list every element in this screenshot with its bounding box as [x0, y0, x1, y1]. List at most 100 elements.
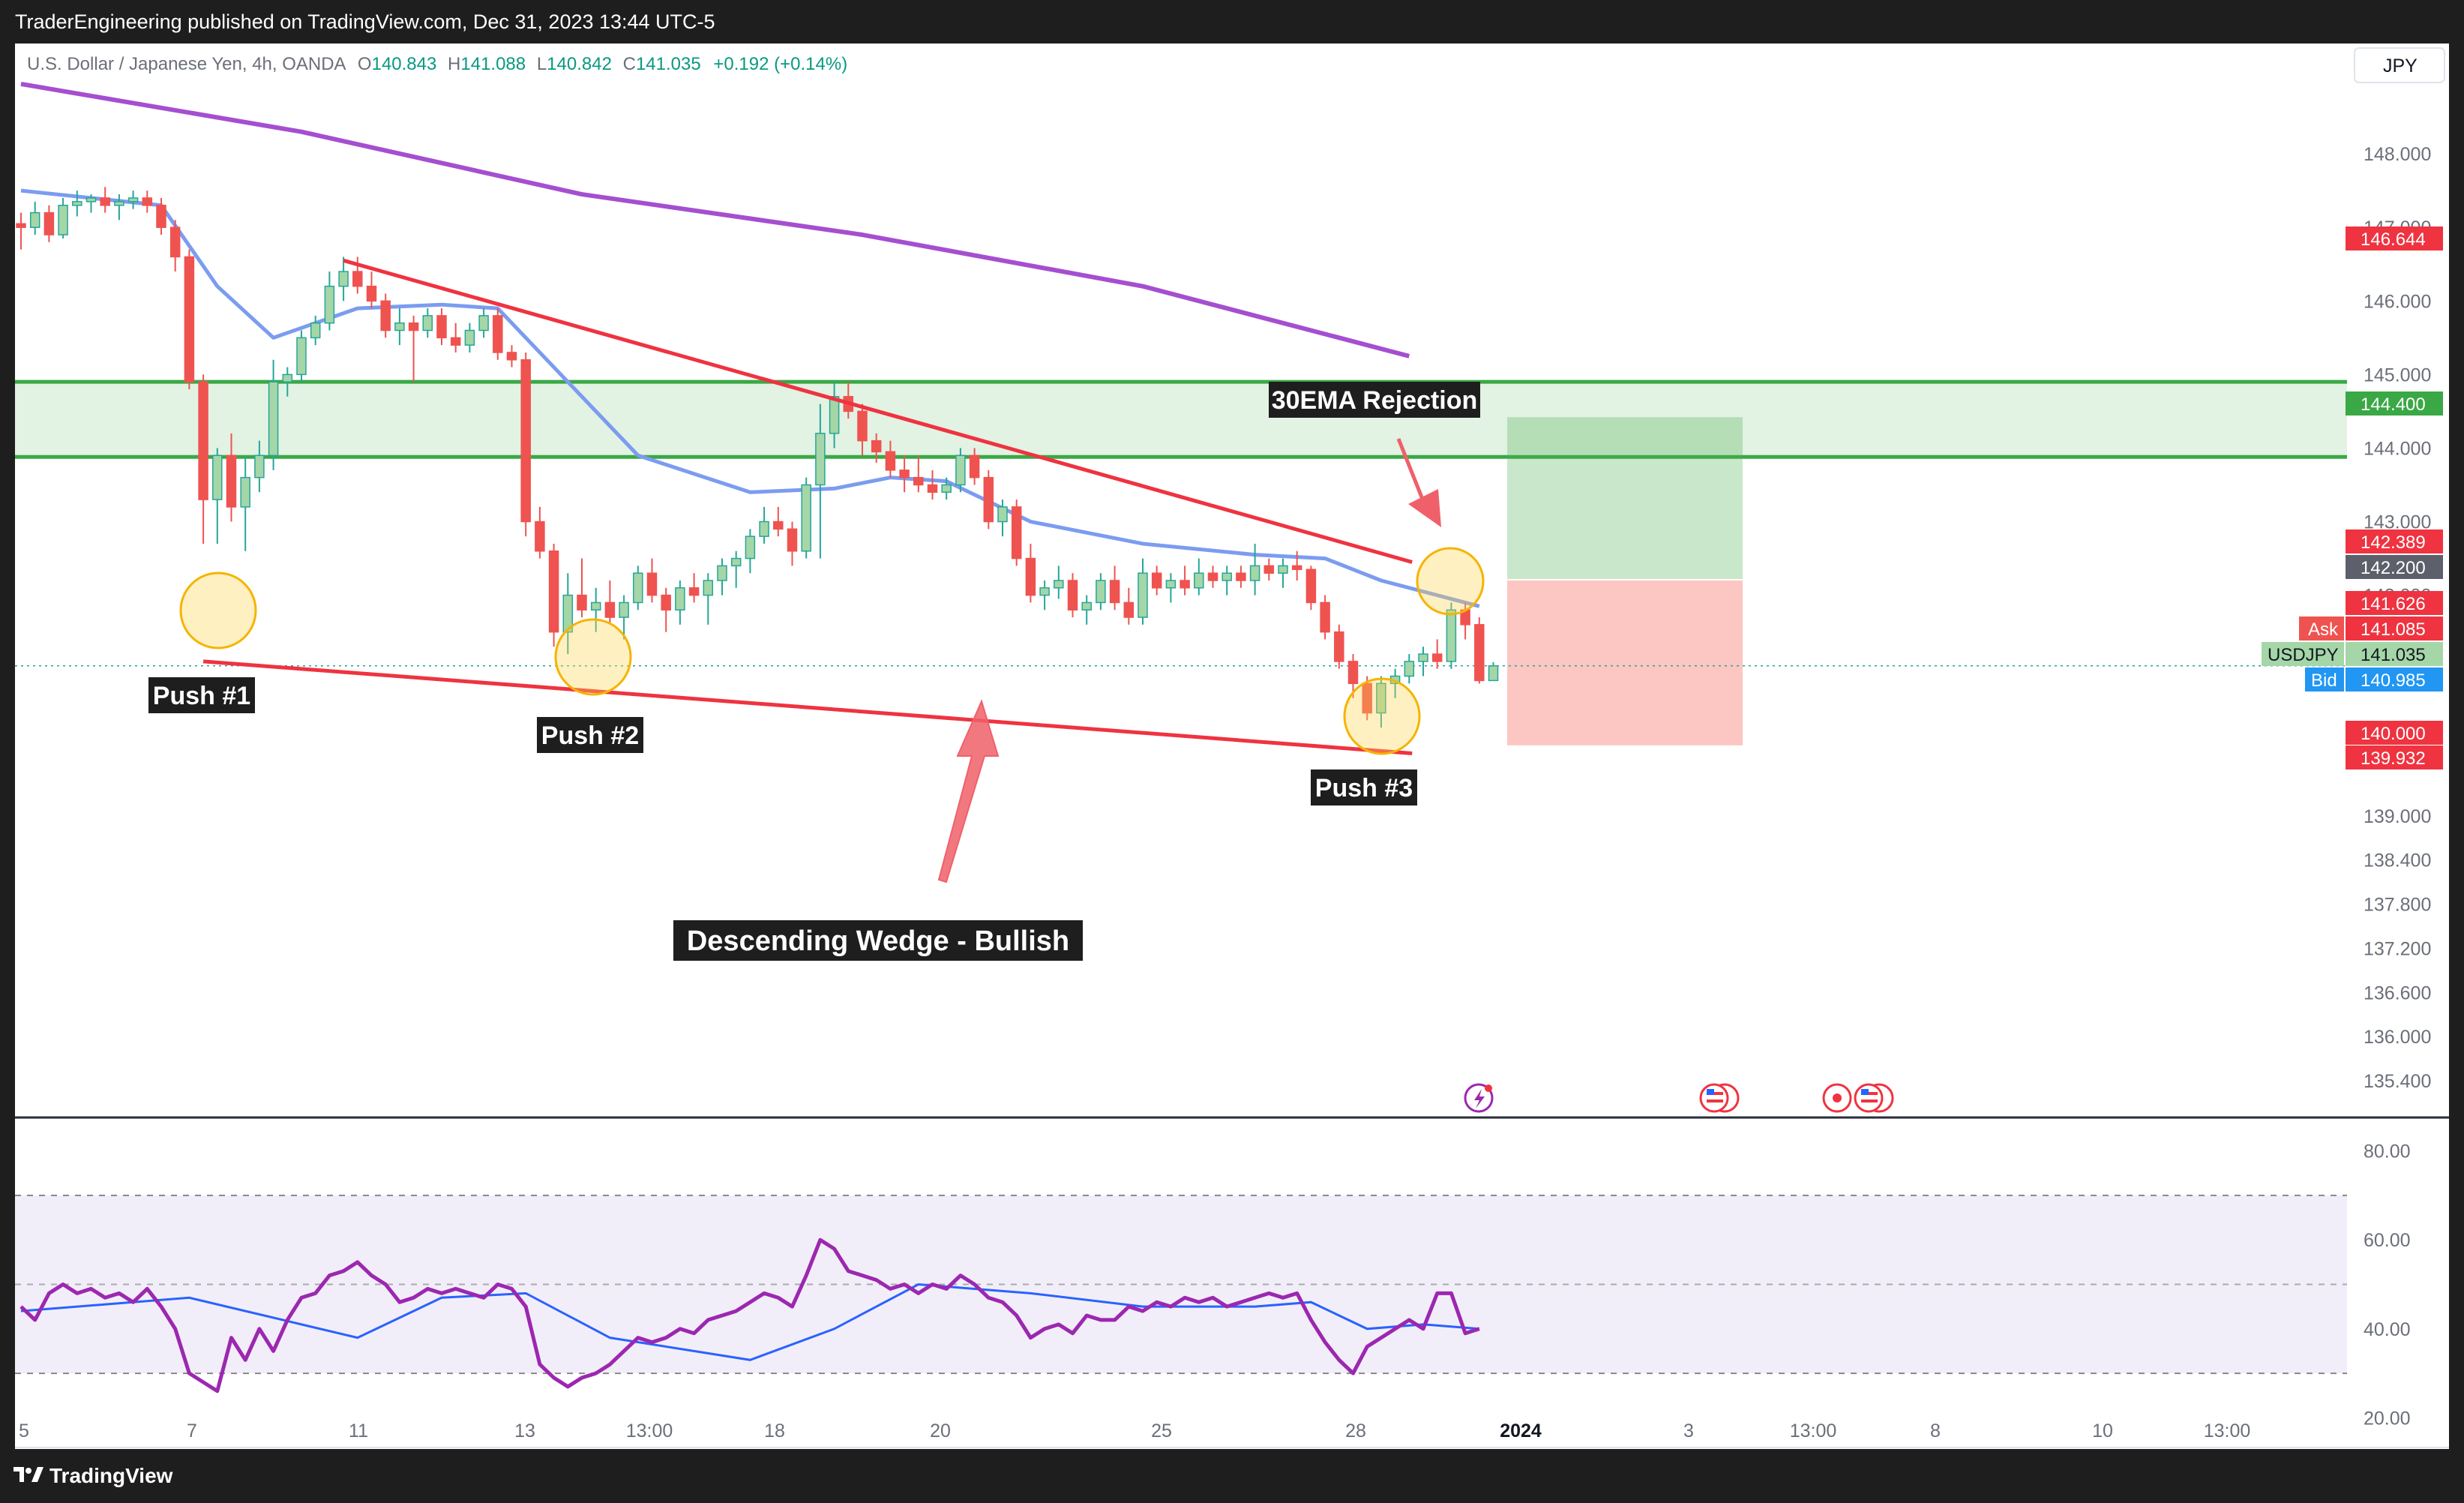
push1-circle[interactable] — [179, 572, 257, 650]
candle[interactable] — [240, 455, 250, 551]
candle[interactable] — [941, 477, 952, 500]
candle[interactable] — [857, 404, 868, 456]
candle[interactable] — [1278, 558, 1288, 588]
candle[interactable] — [577, 558, 587, 618]
rsi-tick[interactable]: 80.00 — [2364, 1142, 2411, 1162]
candle[interactable] — [1194, 558, 1204, 596]
time-tick[interactable]: 13 — [514, 1420, 535, 1442]
candle[interactable] — [927, 470, 938, 500]
time-axis[interactable]: 5 7 11 13 13:00 18 20 25 28 2024 3 13:00 8 10 13:00 — [19, 1420, 2250, 1442]
time-tick[interactable]: 25 — [1151, 1420, 1172, 1442]
candle[interactable] — [688, 573, 700, 603]
bid-badge[interactable]: Bid 140.985 — [2305, 668, 2443, 692]
candle[interactable] — [1291, 550, 1302, 580]
price-tick[interactable]: 136.000 — [2364, 1027, 2431, 1048]
time-tick[interactable]: 20 — [930, 1420, 951, 1442]
target-badge[interactable]: 144.400 — [2346, 392, 2443, 416]
candle[interactable] — [1222, 566, 1232, 596]
candle[interactable] — [703, 573, 714, 625]
candle[interactable] — [1446, 602, 1457, 669]
candle[interactable] — [1334, 624, 1344, 669]
ema200-path[interactable] — [20, 81, 1410, 358]
candle[interactable] — [787, 521, 798, 566]
candle[interactable] — [184, 249, 195, 389]
time-tick[interactable]: 11 — [349, 1420, 368, 1442]
push2-circle[interactable] — [554, 618, 632, 696]
profit-zone[interactable] — [1507, 417, 1743, 579]
candle[interactable] — [1067, 573, 1078, 618]
time-tick[interactable]: 7 — [187, 1420, 197, 1442]
time-tick[interactable]: 13:00 — [2204, 1420, 2251, 1442]
candle[interactable] — [1236, 566, 1246, 588]
candle[interactable] — [1180, 566, 1190, 596]
candle[interactable] — [58, 197, 68, 238]
last-price-badge[interactable]: USDJPY 141.035 — [2262, 642, 2443, 666]
candle[interactable] — [464, 322, 475, 352]
push2-label[interactable]: Push #2 — [537, 717, 643, 753]
candle[interactable] — [408, 315, 419, 382]
candle[interactable] — [745, 529, 756, 574]
price-tick[interactable]: 137.800 — [2364, 895, 2431, 916]
candle[interactable] — [268, 359, 279, 470]
rsi-ma-line[interactable] — [20, 1282, 1479, 1361]
candle[interactable] — [913, 455, 924, 493]
candle[interactable] — [127, 190, 139, 209]
candle[interactable] — [422, 308, 433, 338]
candle[interactable] — [619, 595, 629, 640]
rejection-arrow-shaft[interactable] — [1396, 438, 1425, 502]
push3-circle[interactable] — [1343, 677, 1421, 755]
candle[interactable] — [801, 477, 811, 559]
candle[interactable] — [43, 205, 55, 242]
price-tick[interactable]: 143.000 — [2364, 512, 2431, 533]
candle[interactable] — [366, 272, 377, 309]
push1-label[interactable]: Push #1 — [148, 677, 255, 713]
candle[interactable] — [1249, 543, 1260, 596]
candle[interactable] — [1151, 566, 1162, 596]
candle[interactable] — [1054, 566, 1064, 599]
ask-badge[interactable]: Ask 141.085 — [2299, 616, 2443, 640]
candle[interactable] — [1376, 676, 1386, 728]
candle[interactable] — [1431, 639, 1443, 669]
candle[interactable] — [352, 256, 363, 294]
candle[interactable] — [759, 506, 769, 544]
candle[interactable] — [675, 580, 685, 625]
candle[interactable] — [633, 566, 643, 610]
candle[interactable] — [1039, 580, 1050, 610]
prev-close-badge[interactable]: 139.932 — [2346, 746, 2443, 770]
candle[interactable] — [773, 506, 784, 537]
time-tick[interactable]: 5 — [19, 1420, 29, 1442]
time-tick[interactable]: 2024 — [1500, 1420, 1542, 1442]
candlestick-series[interactable] — [16, 187, 1499, 728]
rsi-ma-path[interactable] — [20, 1282, 1479, 1361]
candle[interactable] — [1263, 558, 1275, 580]
candle[interactable] — [296, 330, 307, 382]
candle[interactable] — [1362, 676, 1372, 721]
candle[interactable] — [324, 272, 335, 331]
time-tick[interactable]: 3 — [1683, 1420, 1694, 1442]
candle[interactable] — [310, 315, 321, 346]
time-tick[interactable]: 18 — [764, 1420, 785, 1442]
price-tick[interactable]: 137.200 — [2364, 938, 2431, 959]
ema200-badge[interactable]: 146.644 — [2346, 226, 2443, 250]
candle[interactable] — [212, 448, 223, 544]
candle[interactable] — [1207, 566, 1219, 588]
candle[interactable] — [562, 573, 574, 655]
time-tick[interactable]: 13:00 — [1790, 1420, 1837, 1442]
candle[interactable] — [254, 440, 265, 493]
candle[interactable] — [730, 550, 742, 588]
currency-button[interactable]: JPY — [2354, 47, 2445, 83]
wedge-lower-line[interactable] — [202, 659, 1413, 755]
price-tick[interactable]: 144.000 — [2364, 438, 2431, 459]
time-tick[interactable]: 10 — [2092, 1420, 2113, 1442]
candle[interactable] — [717, 558, 727, 596]
rejection-circle[interactable] — [1416, 547, 1485, 616]
candle[interactable] — [604, 580, 616, 625]
ema30-badge[interactable]: 142.389 — [2346, 530, 2443, 554]
ema30-line[interactable] — [20, 188, 1480, 608]
symbol-legend[interactable]: U.S. Dollar / Japanese Yen, 4h, OANDA O1… — [27, 54, 847, 74]
candle[interactable] — [1081, 595, 1092, 625]
candle[interactable] — [1096, 573, 1106, 610]
candle[interactable] — [72, 190, 82, 217]
candle[interactable] — [226, 433, 237, 522]
rsi-axis[interactable]: 80.00 60.00 40.00 20.00 — [2364, 1142, 2411, 1430]
